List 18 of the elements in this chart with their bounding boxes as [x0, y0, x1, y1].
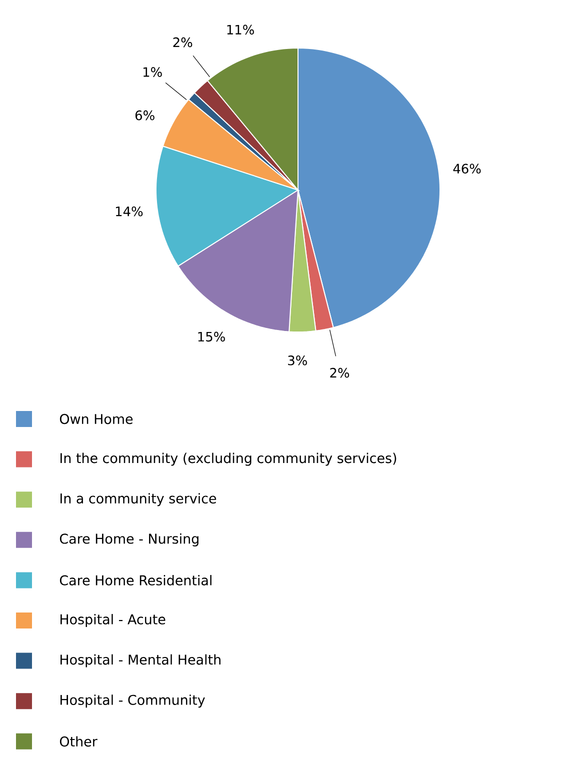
data-label: 14% — [116, 206, 143, 216]
data-label: 3% — [288, 356, 307, 366]
data-label: 2% — [330, 368, 350, 378]
legend-label: Own Home — [60, 414, 133, 424]
data-label: 2% — [173, 37, 192, 48]
legend-label: Other — [60, 736, 98, 747]
legend-label: Care Home Residential — [60, 575, 212, 586]
legend-label: Hospital - Acute — [60, 614, 166, 628]
legend-label: Hospital - Mental Health — [60, 654, 220, 668]
data-label: 15% — [198, 332, 225, 342]
data-label: 1% — [143, 67, 162, 77]
legend-label: In a community service — [60, 493, 216, 506]
data-label: 46% — [453, 164, 481, 174]
data-label: 6% — [135, 110, 154, 120]
legend-label: In the community (excluding community services) — [60, 452, 396, 466]
data-label: 11% — [227, 24, 254, 35]
legend-label: Hospital - Community — [60, 694, 205, 708]
legend-label: Care Home - Nursing — [60, 533, 198, 546]
